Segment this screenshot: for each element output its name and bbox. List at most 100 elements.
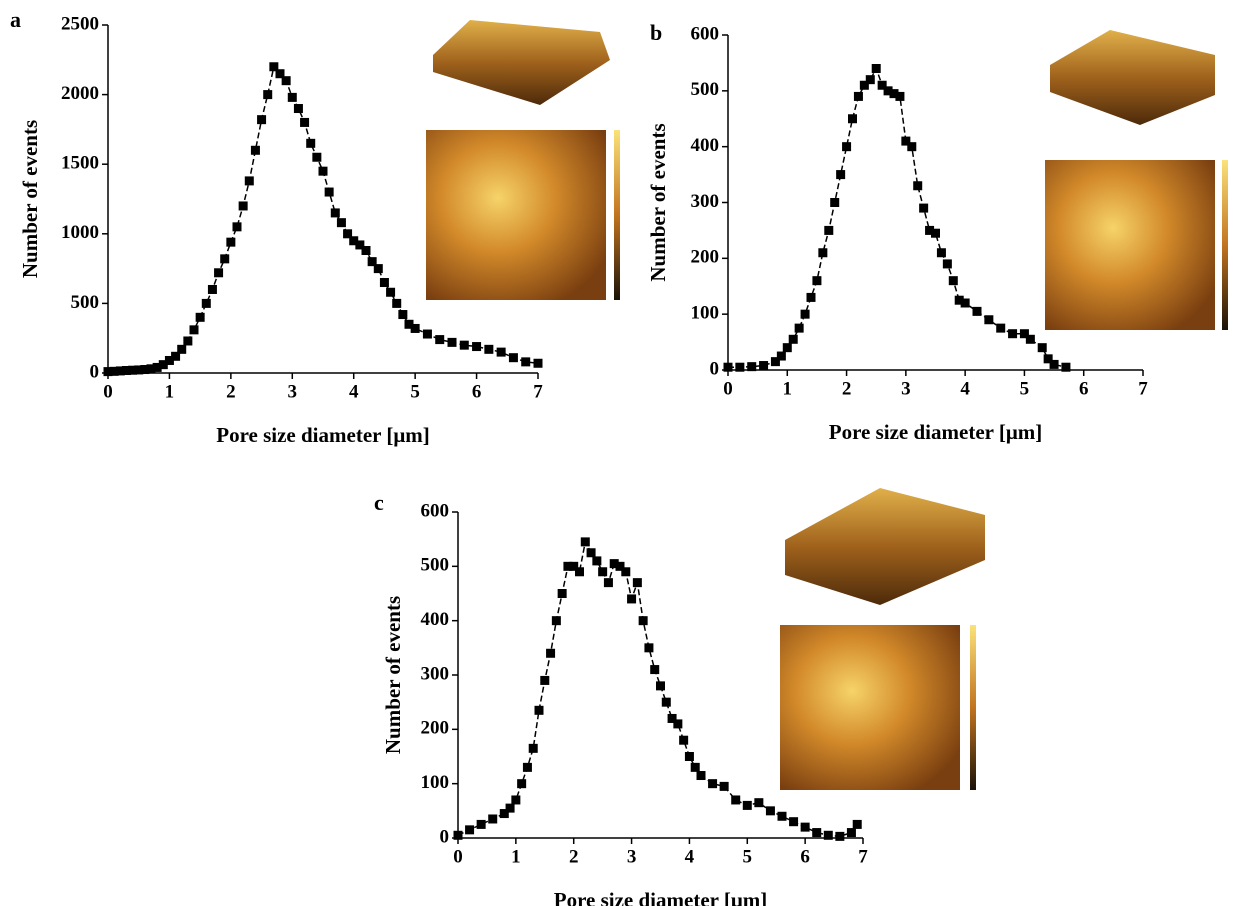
data-point: [708, 779, 718, 789]
data-point: [349, 236, 359, 246]
data-point: [735, 362, 745, 372]
data-point: [238, 201, 248, 211]
data-point: [453, 830, 463, 840]
data-point: [557, 589, 567, 598]
x-tick-label: 3: [901, 378, 911, 399]
data-point: [540, 675, 550, 685]
data-point: [528, 743, 538, 753]
x-tick-label: 7: [533, 381, 543, 402]
data-point: [207, 284, 217, 294]
data-point: [1025, 334, 1035, 344]
data-point: [183, 336, 193, 346]
data-point: [511, 795, 521, 805]
data-point: [615, 561, 625, 571]
data-point: [522, 762, 532, 772]
data-point: [723, 362, 733, 372]
x-tick-label: 2: [842, 378, 852, 399]
data-point: [146, 364, 156, 374]
data-point: [152, 362, 162, 372]
x-tick-label: 6: [1079, 378, 1089, 399]
data-point: [293, 104, 303, 114]
data-point: [1037, 343, 1047, 353]
data-point: [103, 367, 113, 377]
x-tick-label: 7: [1138, 378, 1148, 399]
data-point: [250, 145, 260, 155]
data-point: [598, 567, 608, 577]
data-point: [367, 257, 377, 267]
data-point: [171, 351, 181, 361]
data-point: [853, 91, 863, 101]
data-point: [232, 222, 242, 232]
data-point: [656, 681, 665, 691]
data-point: [731, 795, 741, 805]
y-tick-label: 500: [421, 555, 450, 576]
data-point: [312, 152, 322, 162]
y-tick-label: 200: [421, 718, 450, 739]
data-point: [621, 567, 631, 577]
data-point: [1008, 329, 1018, 339]
x-axis-label: Pore size diameter [μm]: [554, 888, 767, 906]
data-point: [465, 825, 475, 835]
data-point: [422, 329, 432, 339]
data-point: [824, 225, 834, 235]
data-point: [569, 561, 579, 571]
data-point: [644, 643, 654, 653]
x-tick-label: 5: [1020, 378, 1030, 399]
data-point: [754, 798, 764, 808]
y-tick-label: 600: [691, 23, 720, 44]
x-tick-label: 0: [453, 846, 463, 867]
x-tick-label: 7: [858, 846, 868, 867]
data-point: [318, 166, 328, 176]
data-point: [782, 343, 792, 353]
data-point: [936, 248, 946, 258]
data-point: [889, 89, 899, 99]
data-point: [546, 648, 556, 658]
x-tick-label: 6: [800, 846, 810, 867]
y-tick-label: 300: [421, 663, 450, 684]
data-point: [580, 537, 590, 547]
data-point: [846, 828, 856, 838]
data-point: [719, 781, 729, 791]
data-point: [812, 828, 822, 838]
data-point: [563, 561, 573, 571]
panel-label: b: [650, 20, 662, 45]
x-tick-label: 3: [288, 381, 298, 402]
y-axis-label: Number of events: [18, 120, 42, 278]
x-tick-label: 2: [226, 381, 236, 402]
data-point: [696, 771, 706, 781]
data-point: [800, 822, 810, 832]
data-point: [972, 306, 982, 316]
data-point: [214, 268, 224, 278]
data-point: [306, 138, 316, 148]
data-point: [609, 559, 619, 569]
data-point: [496, 347, 506, 357]
data-point: [913, 181, 923, 191]
data-point: [115, 366, 125, 376]
data-point: [275, 69, 285, 79]
data-point: [859, 80, 869, 90]
data-point: [164, 355, 174, 365]
data-point: [650, 665, 660, 675]
data-point: [954, 295, 964, 305]
data-point: [996, 323, 1006, 333]
data-point: [925, 225, 935, 235]
data-point: [777, 811, 787, 821]
data-point: [575, 567, 584, 577]
data-point: [281, 76, 291, 86]
data-point: [603, 578, 613, 588]
data-point: [336, 218, 346, 228]
data-point: [195, 312, 205, 322]
data-point: [948, 276, 958, 286]
x-tick-label: 2: [569, 846, 579, 867]
x-tick-label: 1: [511, 846, 521, 867]
data-point: [343, 229, 353, 239]
data-point: [392, 298, 402, 308]
data-point: [742, 800, 752, 810]
data-point: [257, 115, 267, 125]
y-tick-label: 400: [691, 135, 720, 156]
x-tick-label: 4: [685, 846, 695, 867]
data-point: [189, 325, 199, 335]
data-point: [410, 323, 420, 333]
data-point: [472, 342, 482, 352]
